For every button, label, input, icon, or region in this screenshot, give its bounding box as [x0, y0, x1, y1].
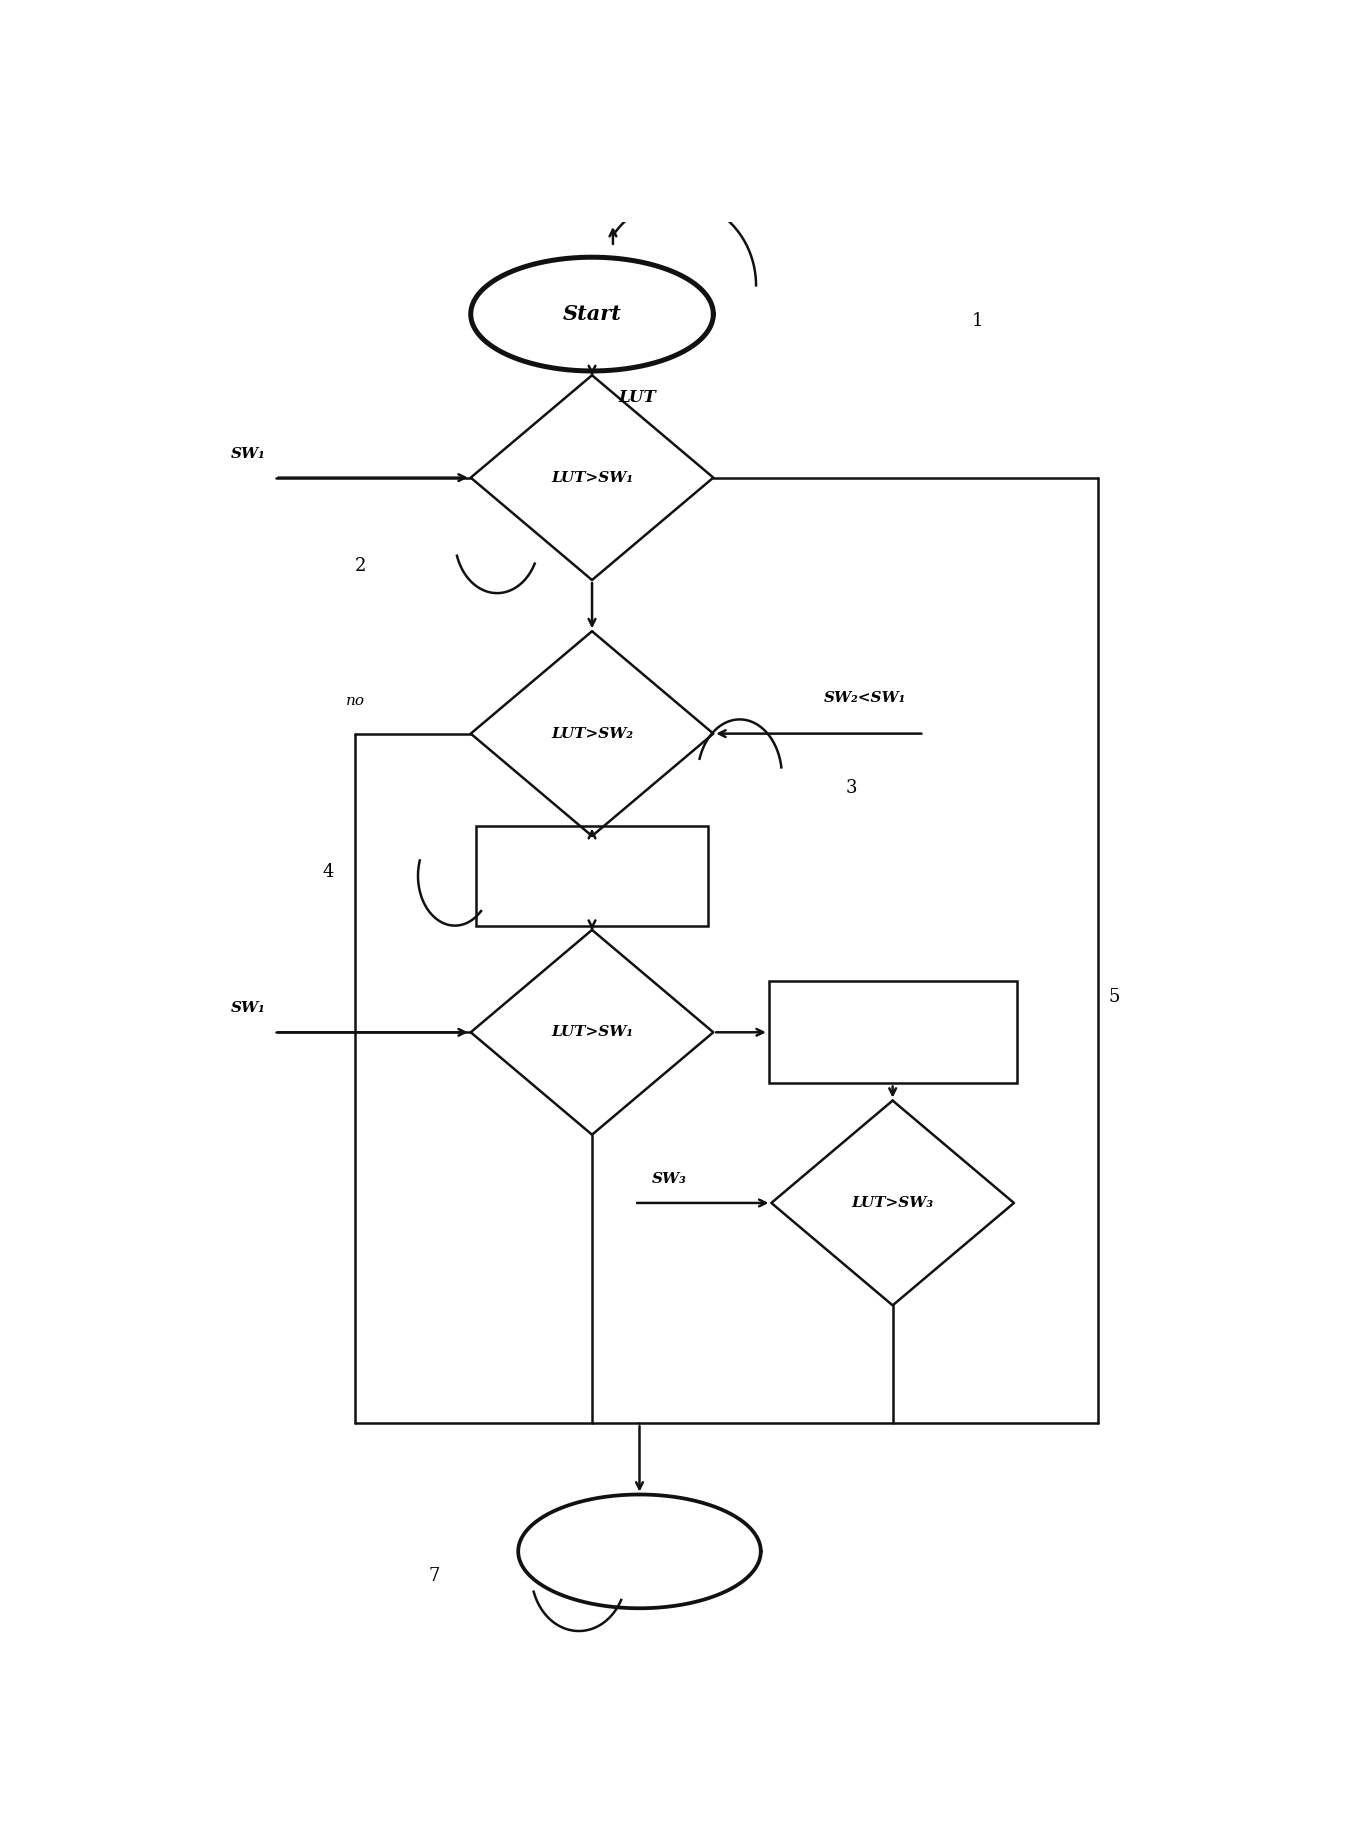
Text: LUT>SW₁: LUT>SW₁ — [551, 1025, 633, 1040]
Text: LUT>SW₂: LUT>SW₂ — [551, 726, 633, 741]
Text: LUT>SW₃: LUT>SW₃ — [852, 1197, 934, 1210]
Text: LUT>SW₁: LUT>SW₁ — [551, 471, 633, 484]
Text: SW₂<SW₁: SW₂<SW₁ — [823, 691, 906, 706]
Text: 3: 3 — [845, 779, 856, 796]
Text: SW₁: SW₁ — [230, 447, 265, 460]
Text: 7: 7 — [429, 1566, 440, 1585]
Bar — [476, 826, 708, 925]
Text: 4: 4 — [323, 863, 333, 881]
Text: SW₃: SW₃ — [652, 1171, 687, 1186]
Text: Start: Start — [562, 305, 622, 323]
Text: 5: 5 — [1109, 988, 1120, 1007]
Text: 1: 1 — [972, 312, 983, 331]
Bar — [769, 981, 1017, 1084]
Text: no: no — [346, 694, 365, 707]
Text: SW₁: SW₁ — [230, 1001, 265, 1016]
Text: 2: 2 — [355, 556, 366, 574]
Text: LUT: LUT — [618, 390, 656, 406]
